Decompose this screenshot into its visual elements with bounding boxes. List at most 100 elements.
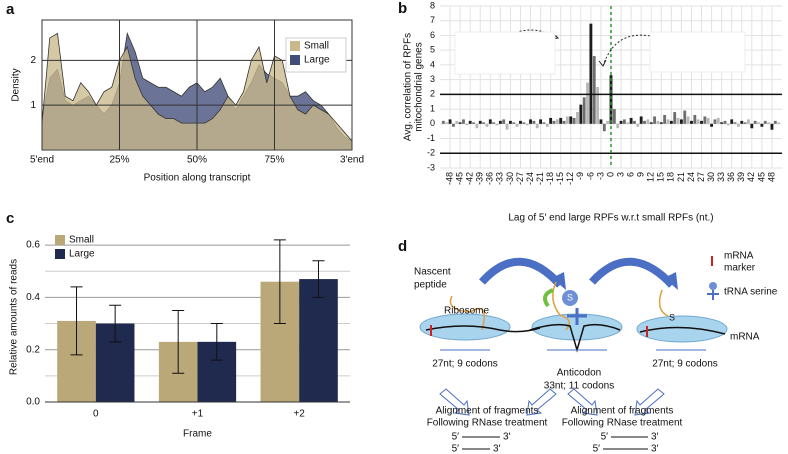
label: peptide — [414, 280, 447, 291]
bar — [602, 123, 606, 132]
bar — [532, 120, 536, 124]
bar — [569, 116, 573, 124]
panel-label: b — [398, 0, 407, 17]
bar — [706, 117, 710, 124]
y-tick-label: 2 — [30, 55, 36, 66]
error-bar — [273, 239, 286, 325]
x-tick-label: 48 — [766, 172, 776, 182]
mrna-line — [639, 326, 726, 335]
arrowhead — [552, 272, 566, 290]
bar — [525, 123, 529, 126]
legend-swatch — [290, 55, 300, 65]
x-tick-label: 21 — [676, 172, 686, 182]
bar — [649, 122, 653, 124]
bar — [512, 122, 516, 124]
bar — [733, 122, 737, 124]
bar — [673, 112, 677, 124]
label: Alignment of fragments — [436, 406, 539, 417]
y-tick-label: -2 — [427, 148, 435, 158]
inset-box — [454, 31, 556, 75]
bar — [488, 119, 492, 124]
y-axis-label: Relative amounts of reads — [9, 259, 20, 375]
bar — [485, 123, 489, 127]
error-bar — [70, 286, 83, 356]
label: Ribosome — [444, 306, 489, 317]
x-tick-label: -9 — [575, 172, 585, 180]
x-tick-label: 27 — [696, 172, 706, 182]
peptide — [658, 289, 669, 317]
bar — [777, 122, 781, 124]
bar — [472, 122, 475, 124]
y-tick-label: 6 — [430, 30, 435, 40]
legend-swatch — [55, 249, 65, 259]
error-bar — [109, 304, 122, 343]
bar — [622, 119, 626, 124]
y-tick-label: 0.0 — [26, 397, 40, 408]
label: mRNA — [730, 332, 760, 343]
end-label: 3′ — [503, 432, 511, 443]
bar — [612, 109, 616, 124]
bar — [465, 123, 469, 126]
bar — [505, 123, 509, 130]
bar — [693, 114, 697, 124]
x-tick-label: -21 — [535, 172, 545, 185]
y-tick-label: -3 — [427, 162, 435, 172]
label: Anticodon — [557, 368, 601, 379]
x-tick-label: -27 — [515, 172, 525, 185]
bar — [502, 119, 506, 124]
bar — [589, 23, 593, 124]
bar — [716, 117, 720, 124]
legend-label: Large — [304, 55, 330, 66]
x-tick-label: 50% — [187, 155, 207, 166]
x-tick-label: 39 — [736, 172, 746, 182]
bar — [529, 119, 532, 124]
bar — [609, 75, 613, 124]
y-tick-label: 8 — [430, 0, 435, 10]
bar — [508, 120, 512, 124]
y-axis-label: mitochondrial genes — [414, 42, 425, 132]
x-tick-label: +1 — [192, 409, 204, 420]
mrna-line — [425, 325, 541, 333]
bar — [747, 119, 750, 124]
bar — [542, 122, 546, 124]
x-tick-label: -18 — [545, 172, 555, 185]
x-tick-label: 12 — [646, 172, 656, 182]
bar — [726, 123, 730, 126]
x-tick-label: 36 — [726, 172, 736, 182]
s-label: S — [567, 292, 573, 302]
x-tick-label: 18 — [666, 172, 676, 182]
arrowhead — [664, 272, 678, 290]
x-tick-label: 25% — [109, 155, 129, 166]
x-tick-label: -45 — [454, 172, 464, 185]
bar — [616, 123, 620, 129]
bar — [495, 123, 499, 126]
end-label: 5′ — [601, 432, 609, 443]
panel-label: d — [398, 238, 407, 255]
x-axis-label: Frame — [183, 429, 212, 440]
diagram: S S Nascent peptide Ribosome mRNA marker… — [414, 251, 778, 454]
bar — [639, 116, 643, 124]
x-tick-label: -6 — [585, 172, 595, 180]
bar — [676, 117, 680, 124]
bar — [696, 119, 700, 124]
bar — [723, 120, 727, 124]
y-tick-label: 1 — [430, 103, 435, 113]
bar — [482, 122, 486, 124]
bar — [750, 123, 754, 129]
x-tick-label: 42 — [746, 172, 756, 182]
bar — [455, 120, 459, 124]
x-tick-label: -3 — [595, 172, 605, 180]
x-tick-label: 5′end — [30, 155, 54, 166]
legend-swatch — [290, 41, 300, 51]
x-tick-label: -39 — [475, 172, 485, 185]
x-tick-label: -15 — [555, 172, 565, 185]
bar — [666, 119, 670, 124]
bar — [730, 119, 734, 124]
y-tick-label: 1 — [30, 100, 36, 111]
bar — [539, 119, 543, 124]
bar — [669, 120, 673, 124]
y-tick-label: 0.2 — [26, 344, 40, 355]
label: 27nt; 9 codons — [652, 359, 718, 370]
y-tick-label: 0.6 — [26, 240, 40, 251]
bar — [299, 279, 338, 402]
